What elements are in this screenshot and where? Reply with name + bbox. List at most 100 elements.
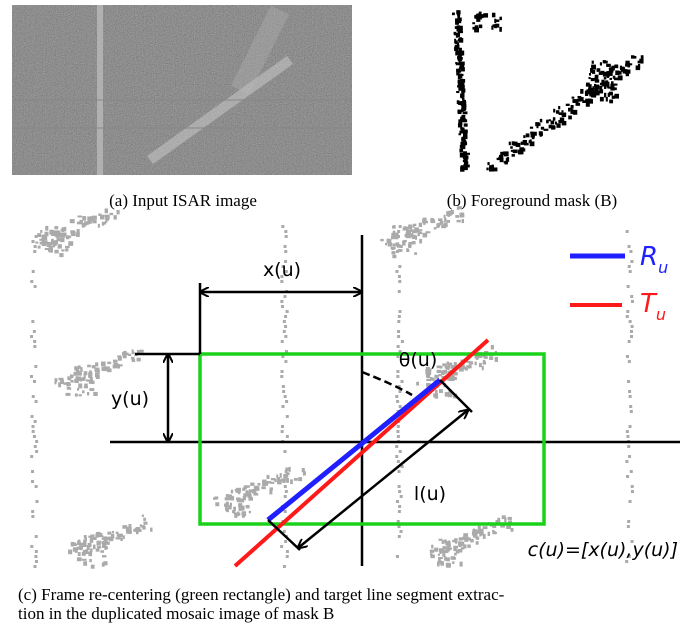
texture (396, 400, 399, 403)
caption-c: tion in the duplicated mosaic image of m… (18, 604, 334, 623)
texture (492, 531, 496, 534)
texture (282, 390, 285, 393)
texture (618, 75, 623, 80)
texture (437, 223, 441, 225)
texture (479, 25, 482, 29)
texture (603, 60, 606, 63)
texture (444, 540, 447, 543)
texture (100, 550, 104, 553)
texture (508, 517, 512, 520)
texture (604, 93, 606, 98)
texture (284, 335, 287, 338)
texture (460, 166, 464, 169)
texture (40, 242, 42, 245)
texture (35, 550, 38, 553)
texture (497, 518, 500, 522)
texture (51, 239, 54, 243)
texture (76, 232, 80, 237)
texture (244, 485, 248, 488)
texture (284, 510, 287, 513)
texture (398, 485, 401, 488)
texture (626, 430, 629, 433)
texture (631, 300, 634, 303)
texture (71, 231, 76, 236)
texture (31, 415, 34, 418)
texture (597, 68, 601, 72)
texture (225, 497, 229, 500)
texture (585, 99, 589, 103)
texture (281, 225, 284, 228)
texture (35, 242, 38, 244)
texture (513, 142, 517, 146)
texture (284, 395, 287, 398)
texture (613, 76, 616, 79)
texture (426, 379, 431, 381)
texture (117, 210, 120, 214)
texture (558, 106, 560, 109)
texture (589, 73, 591, 76)
texture (463, 119, 467, 122)
texture (33, 330, 36, 333)
texture (40, 230, 42, 233)
texture (505, 151, 508, 153)
texture (628, 63, 632, 65)
texture (627, 525, 630, 528)
texture (439, 539, 443, 541)
texture (397, 470, 400, 473)
texture (453, 546, 458, 549)
texture (398, 490, 401, 493)
texture (612, 96, 615, 99)
texture (399, 450, 402, 453)
texture (286, 555, 289, 558)
texture (599, 72, 602, 75)
texture (143, 522, 147, 525)
texture (499, 27, 502, 32)
texture (84, 386, 88, 388)
texture (449, 543, 451, 547)
texture (102, 368, 106, 371)
texture (97, 546, 101, 548)
texture (588, 77, 590, 79)
texture (605, 80, 608, 84)
texture (120, 538, 123, 541)
texture (411, 233, 414, 237)
l-label: l(u) (414, 483, 446, 505)
texture (283, 320, 286, 323)
texture (463, 107, 465, 110)
texture (281, 370, 284, 373)
texture (455, 62, 457, 64)
texture (281, 405, 284, 408)
texture (78, 383, 82, 388)
texture (78, 552, 81, 556)
texture (549, 125, 552, 129)
texture (105, 208, 108, 213)
texture (464, 123, 468, 126)
texture (530, 127, 533, 129)
texture (397, 330, 400, 333)
texture (599, 86, 602, 91)
texture (107, 368, 112, 372)
texture (423, 233, 428, 237)
texture (277, 479, 281, 484)
texture (128, 354, 131, 356)
texture (30, 280, 33, 283)
texture (89, 380, 93, 384)
texture (102, 222, 104, 226)
texture (31, 510, 34, 513)
texture (33, 380, 36, 383)
texture (395, 395, 398, 398)
texture (627, 380, 630, 383)
texture (76, 548, 79, 550)
texture (88, 543, 92, 547)
texture (406, 249, 409, 252)
texture (238, 492, 240, 494)
texture (464, 536, 468, 539)
texture (481, 531, 484, 535)
texture (284, 230, 287, 233)
texture (73, 543, 76, 546)
texture (89, 388, 94, 391)
texture (79, 394, 82, 396)
texture (467, 544, 471, 547)
texture (532, 134, 535, 139)
texture (101, 541, 106, 544)
